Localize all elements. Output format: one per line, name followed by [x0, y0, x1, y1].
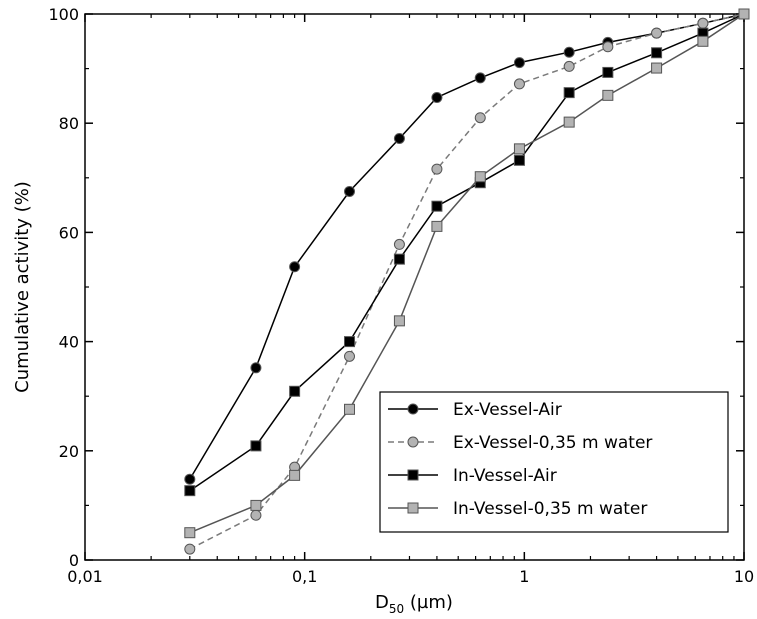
data-point — [185, 528, 195, 538]
data-point — [290, 470, 300, 480]
legend-label: In-Vessel-Air — [453, 466, 557, 486]
data-point — [652, 63, 662, 73]
legend-label: Ex-Vessel-Air — [453, 400, 562, 420]
data-point — [185, 486, 195, 496]
data-point — [394, 133, 404, 143]
x-tick-label: 1 — [519, 567, 529, 586]
data-point — [475, 113, 485, 123]
data-point — [514, 155, 524, 165]
legend-marker — [408, 437, 418, 447]
legend: Ex-Vessel-Air Ex-Vessel-0,35 m water In-Ve… — [380, 392, 728, 532]
legend-marker — [408, 503, 418, 513]
data-point — [345, 351, 355, 361]
data-point — [698, 36, 708, 46]
data-point — [603, 42, 613, 52]
data-point — [394, 239, 404, 249]
data-point — [564, 47, 574, 57]
data-point — [603, 67, 613, 77]
data-point — [603, 90, 613, 100]
x-axis-title-main: D — [375, 592, 389, 613]
data-point — [564, 88, 574, 98]
x-axis-title-unit: (µm) — [404, 592, 453, 613]
x-axis-title-subscript: 50 — [389, 602, 404, 616]
data-point — [514, 144, 524, 154]
data-point — [514, 79, 524, 89]
y-axis-title: Cumulative activity (%) — [12, 181, 33, 393]
y-tick-label: 20 — [59, 442, 79, 461]
legend-marker — [408, 470, 418, 480]
x-axis-title: D50 (µm) — [375, 592, 453, 616]
data-point — [739, 9, 749, 19]
data-point — [514, 58, 524, 68]
x-tick-label: 0,1 — [292, 567, 317, 586]
data-point — [251, 500, 261, 510]
y-tick-label: 40 — [59, 333, 79, 352]
data-point — [394, 254, 404, 264]
legend-label: Ex-Vessel-0,35 m water — [453, 433, 652, 453]
data-point — [652, 48, 662, 58]
y-tick-label: 100 — [48, 5, 79, 24]
data-point — [345, 404, 355, 414]
legend-marker — [408, 404, 418, 414]
data-point — [432, 164, 442, 174]
data-point — [251, 441, 261, 451]
data-point — [290, 386, 300, 396]
data-point — [564, 117, 574, 127]
data-point — [432, 201, 442, 211]
data-point — [345, 337, 355, 347]
data-point — [185, 544, 195, 554]
data-point — [475, 73, 485, 83]
legend-label: In-Vessel-0,35 m water — [453, 499, 647, 519]
data-point — [432, 93, 442, 103]
x-tick-label: 10 — [734, 567, 754, 586]
data-point — [394, 316, 404, 326]
data-point — [345, 186, 355, 196]
y-tick-label: 80 — [59, 114, 79, 133]
data-point — [432, 221, 442, 231]
data-point — [475, 172, 485, 182]
data-point — [290, 262, 300, 272]
x-tick-label: 0,01 — [67, 567, 103, 586]
data-point — [698, 18, 708, 28]
data-point — [652, 28, 662, 38]
data-point — [251, 510, 261, 520]
data-point — [564, 61, 574, 71]
data-point — [185, 474, 195, 484]
y-tick-label: 60 — [59, 223, 79, 242]
data-point — [251, 363, 261, 373]
